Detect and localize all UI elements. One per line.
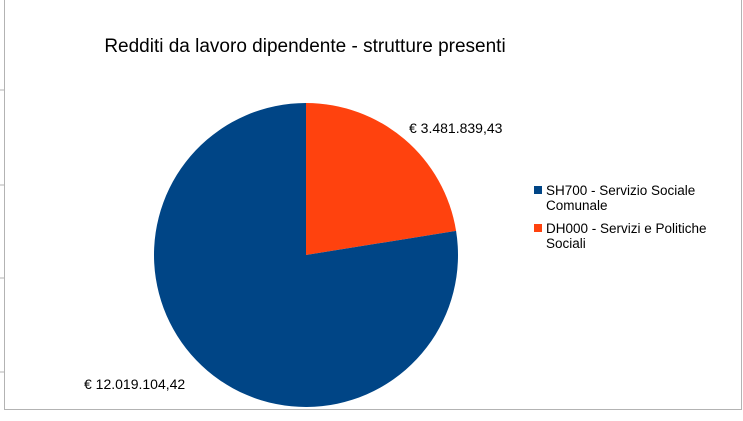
data-label-sh700: € 12.019.104,42 bbox=[84, 376, 185, 392]
pie-slice-dh000 bbox=[306, 103, 457, 255]
pie-slices bbox=[153, 103, 458, 407]
pie-slice-sh700 bbox=[153, 103, 458, 407]
legend-item-sh700: SH700 - Servizio Sociale Comunale bbox=[534, 183, 743, 213]
left-axis-ticks bbox=[0, 89, 4, 373]
chart-legend: SH700 - Servizio Sociale Comunale DH000 … bbox=[534, 183, 743, 259]
data-label-dh000: € 3.481.839,43 bbox=[409, 120, 503, 136]
chart-title: Redditi da lavoro dipendente - strutture… bbox=[104, 36, 505, 57]
legend-item-dh000: DH000 - Servizi e Politiche Sociali bbox=[534, 221, 743, 251]
legend-label-sh700: SH700 - Servizio Sociale Comunale bbox=[546, 183, 696, 213]
legend-swatch-dh000 bbox=[534, 224, 542, 232]
pie-chart: Redditi da lavoro dipendente - strutture… bbox=[84, 36, 506, 407]
legend-label-dh000: DH000 - Servizi e Politiche Sociali bbox=[546, 221, 707, 251]
legend-swatch-sh700 bbox=[534, 186, 542, 194]
chart-area: Redditi da lavoro dipendente - strutture… bbox=[4, 0, 742, 410]
